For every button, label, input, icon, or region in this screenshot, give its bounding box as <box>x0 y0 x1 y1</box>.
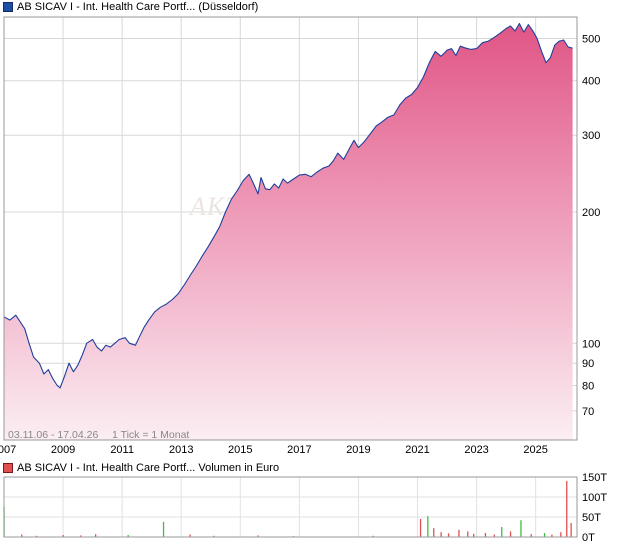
volume-y-tick-label: 150T <box>582 472 607 484</box>
volume-bar <box>570 523 572 537</box>
volume-bar <box>458 529 460 537</box>
volume-bar <box>257 535 259 537</box>
volume-bar <box>551 534 553 537</box>
volume-bar <box>419 519 422 537</box>
price-chart-legend: AB SICAV I - Int. Health Care Portf... (… <box>3 0 258 14</box>
volume-bar <box>427 516 429 537</box>
volume-bar <box>543 533 546 537</box>
price-series-swatch <box>3 2 13 12</box>
price-x-tick-label: 2015 <box>228 444 252 456</box>
price-y-tick-label: 70 <box>582 406 594 418</box>
volume-bar <box>162 521 165 537</box>
price-y-tick-label: 100 <box>582 338 600 350</box>
price-plot-area <box>4 22 573 440</box>
volume-y-tick-label: 50T <box>582 512 601 524</box>
volume-bar <box>493 534 495 537</box>
volume-chart-legend: AB SICAV I - Int. Health Care Portf... V… <box>3 461 279 475</box>
volume-grid <box>3 476 577 538</box>
price-x-tick-label: 2011 <box>110 444 134 456</box>
price-line <box>4 22 573 389</box>
volume-bar <box>80 535 82 537</box>
volume-bar <box>127 535 129 537</box>
price-x-tick-label: 2025 <box>523 444 547 456</box>
volume-bars <box>3 481 572 537</box>
volume-bar <box>95 534 97 537</box>
volume-plot-frame <box>3 476 578 538</box>
volume-bar <box>62 535 64 537</box>
volume-bar <box>440 532 442 537</box>
volume-bar <box>213 535 215 537</box>
price-x-tick-label: 2013 <box>169 444 193 456</box>
volume-y-tick-label: 100T <box>582 492 607 504</box>
price-y-tick-label: 90 <box>582 358 594 370</box>
volume-bar <box>433 528 435 537</box>
volume-y-axis: 150T 100T 50T 0T <box>582 472 607 544</box>
volume-bar <box>467 531 469 537</box>
price-x-tick-label: 2009 <box>51 444 75 456</box>
price-plot-frame <box>3 16 578 441</box>
price-y-tick-label: 500 <box>582 33 600 45</box>
price-y-axis: 500 400 300 200 100 90 80 70 <box>582 33 600 417</box>
volume-series-swatch <box>3 463 13 473</box>
price-x-tick-label: 2023 <box>464 444 488 456</box>
price-y-tick-label: 200 <box>582 207 600 219</box>
price-x-tick-label: 2017 <box>287 444 311 456</box>
volume-bar <box>473 533 475 537</box>
volume-bar <box>447 533 450 537</box>
price-x-axis: 2007 2009 2011 2013 2015 2017 2019 2021 2023 2025 <box>0 444 548 456</box>
volume-bar <box>35 535 38 537</box>
volume-chart-title: AB SICAV I - Int. Health Care Portf... V… <box>17 462 280 474</box>
price-x-tick-label: 2007 <box>0 444 16 456</box>
tick-info-label: 1 Tick = 1 Monat <box>112 429 189 441</box>
price-y-tick-label: 300 <box>582 130 600 142</box>
price-x-tick-label: 2021 <box>405 444 429 456</box>
price-y-tick-label: 80 <box>582 381 594 393</box>
date-range-label: 03.11.06 - 17.04.26 <box>8 429 98 441</box>
volume-bar <box>530 534 532 537</box>
price-y-tick-label: 400 <box>582 76 600 88</box>
volume-bar <box>21 534 23 537</box>
volume-bar <box>501 527 503 537</box>
volume-bar <box>372 535 374 537</box>
volume-bar <box>566 481 568 537</box>
price-chart-title: AB SICAV I - Int. Health Care Portf... (… <box>17 1 259 13</box>
price-area-fill <box>4 23 573 440</box>
volume-bar <box>560 532 562 537</box>
volume-y-tick-label: 0T <box>582 532 595 544</box>
volume-bar <box>189 534 191 537</box>
price-x-tick-label: 2019 <box>346 444 370 456</box>
volume-bar <box>484 533 487 537</box>
volume-bar <box>509 531 512 537</box>
volume-bar <box>520 520 522 537</box>
